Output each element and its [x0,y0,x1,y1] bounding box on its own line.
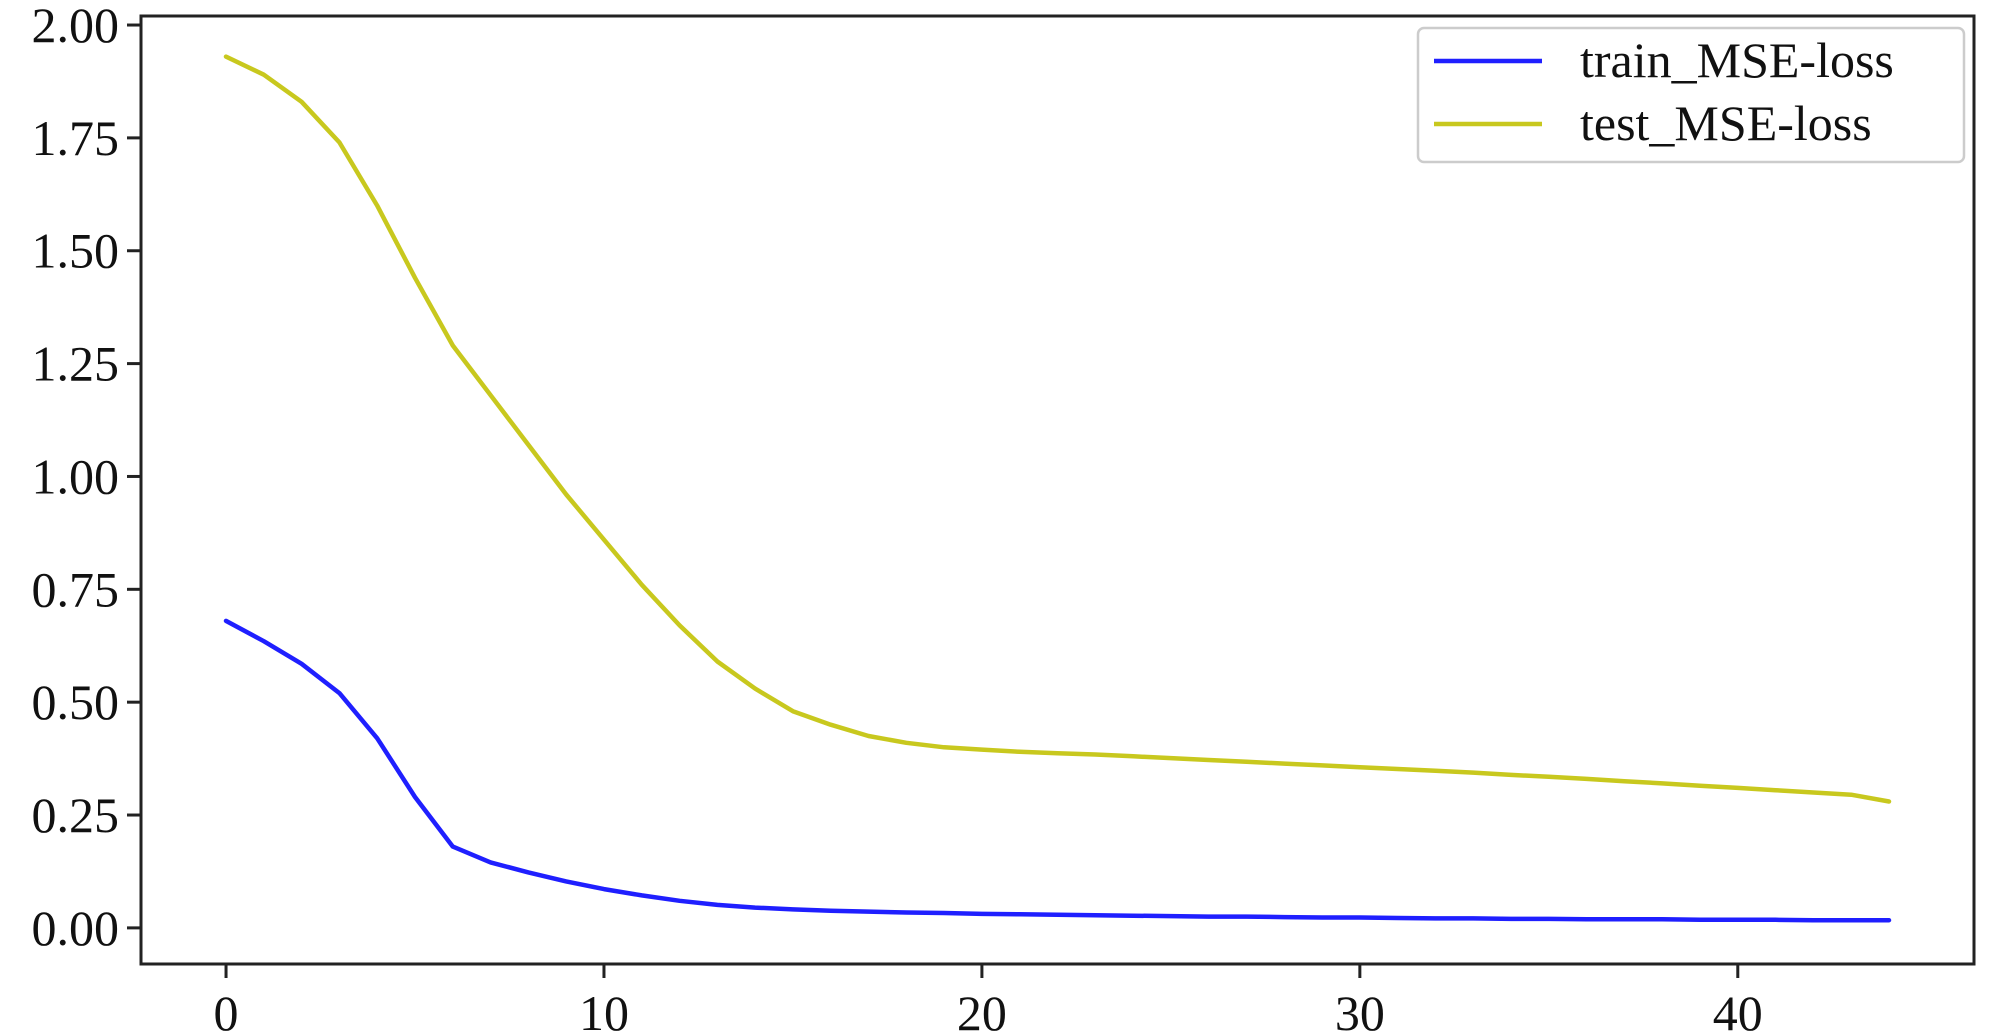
x-tick-label: 10 [579,985,629,1034]
plot-frame [139,14,1976,966]
legend: train_MSE-loss test_MSE-loss [1416,26,1966,164]
y-tick-label: 0.75 [32,561,120,617]
series-line-test [223,54,1892,804]
legend-label: train_MSE-loss [1580,32,1894,88]
y-tick-label: 1.50 [32,223,120,279]
legend-label: test_MSE-loss [1580,95,1872,151]
y-tick-label: 1.25 [32,336,120,392]
y-tick-label: 0.50 [32,674,120,730]
x-tick-label: 40 [1713,985,1763,1034]
x-axis: 0 10 20 30 40 [214,964,1763,1034]
y-tick-label: 1.00 [32,448,120,504]
y-tick-label: 0.25 [32,787,120,843]
series-line-train [223,618,1892,923]
legend-box [1416,26,1966,164]
x-tick-label: 20 [957,985,1007,1034]
y-tick-label: 0.00 [32,900,120,956]
y-axis: 0.00 0.25 0.50 0.75 1.00 1.25 1.50 1.75 2.00 [32,0,141,956]
x-tick-label: 0 [214,985,239,1034]
series-lines [223,54,1892,923]
x-tick-label: 30 [1335,985,1385,1034]
y-tick-label: 1.75 [32,110,120,166]
y-tick-label: 2.00 [32,0,120,53]
